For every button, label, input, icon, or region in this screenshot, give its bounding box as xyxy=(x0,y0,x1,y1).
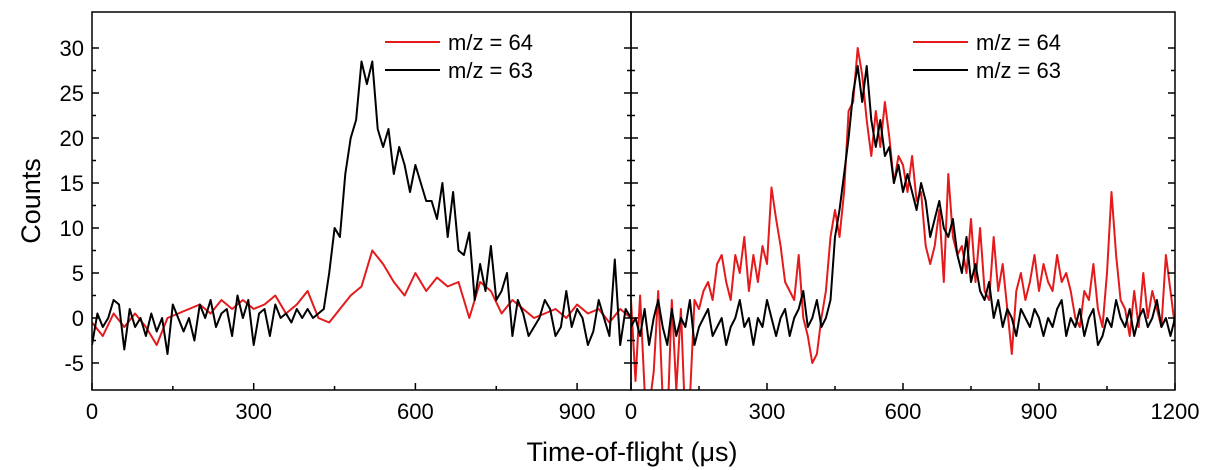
y-tick-label: 25 xyxy=(60,81,84,106)
x-axis-title: Time-of-flight (μs) xyxy=(526,437,737,467)
legend-label: m/z = 64 xyxy=(448,30,533,55)
x-tick-label: 0 xyxy=(625,399,637,424)
legend-label: m/z = 63 xyxy=(448,58,533,83)
x-tick-label: 900 xyxy=(559,399,596,424)
y-tick-label: 30 xyxy=(60,36,84,61)
series-line-mz-64 xyxy=(92,249,631,346)
panel-right: 0 300 600 900 1200 m/z = 64 m/z = 63 xyxy=(625,11,1200,424)
x-tick-label: 300 xyxy=(235,399,272,424)
x-tick-label: 900 xyxy=(1021,399,1058,424)
y-tick-label: 20 xyxy=(60,126,84,151)
y-tick-label: -5 xyxy=(64,351,84,376)
series-line-mz-63 xyxy=(631,65,1175,346)
x-tick-label: 300 xyxy=(749,399,786,424)
legend: m/z = 64 m/z = 63 xyxy=(913,30,1061,83)
x-tick-label: 600 xyxy=(397,399,434,424)
legend: m/z = 64 m/z = 63 xyxy=(385,30,533,83)
legend-label: m/z = 64 xyxy=(976,30,1061,55)
y-axis-title: Counts xyxy=(16,158,46,244)
x-tick-label: 600 xyxy=(885,399,922,424)
x-tick-label: 0 xyxy=(86,399,98,424)
y-tick-label: 15 xyxy=(60,171,84,196)
series-group xyxy=(92,60,631,355)
series-group xyxy=(631,47,1175,390)
legend-label: m/z = 63 xyxy=(976,58,1061,83)
x-tick-label: 1200 xyxy=(1151,399,1200,424)
series-line-mz-63 xyxy=(92,60,631,355)
y-tick-label: 0 xyxy=(72,306,84,331)
y-tick-label: 5 xyxy=(72,261,84,286)
y-tick-label: 10 xyxy=(60,216,84,241)
series-line-mz-64 xyxy=(631,47,1175,390)
